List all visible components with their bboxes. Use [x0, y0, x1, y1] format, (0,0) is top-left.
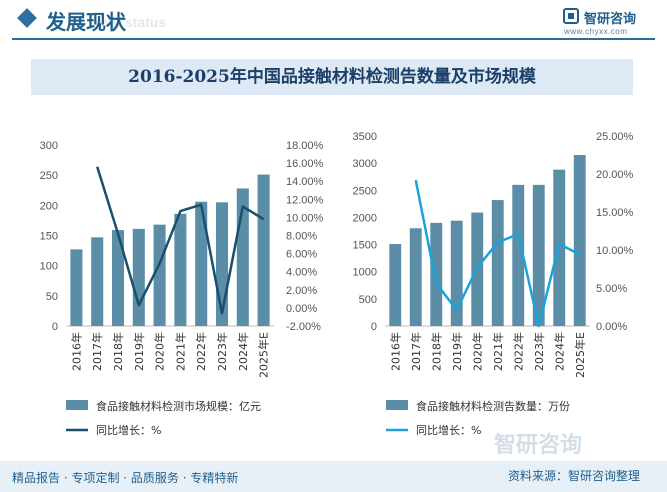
section-header: ent status 发展现状 智研咨询 www.chyxx.com [0, 0, 667, 40]
x-tick-label: 2020年 [153, 332, 167, 371]
y-right-tick-label: -2.00% [286, 321, 321, 333]
y-left-tick-label: 0 [371, 321, 377, 333]
y-right-tick-label: 2.00% [286, 285, 317, 297]
chart-title-bar: 2016-2025年中国品接触材料检测告数量及市场规模 [31, 59, 633, 95]
bar [257, 174, 270, 326]
y-right-tick-label: 12.00% [286, 194, 324, 206]
y-left-tick-label: 1000 [353, 267, 377, 279]
x-tick-label: 2018年 [111, 332, 125, 371]
bar [174, 213, 187, 326]
x-tick-label: 2023年 [532, 332, 546, 371]
legend-swatch-bar [386, 400, 408, 410]
bar [70, 249, 83, 326]
x-tick-label: 2017年 [90, 332, 104, 371]
bar [132, 228, 145, 326]
bar [430, 222, 443, 326]
footer-source: 资料来源：智研咨询整理 [508, 469, 641, 483]
y-left-tick-label: 3500 [353, 131, 377, 143]
header-divider [12, 38, 655, 40]
y-left-tick-label: 2500 [353, 185, 377, 197]
bar [153, 224, 166, 326]
y-right-tick-label: 5.00% [596, 283, 627, 295]
y-left-tick-label: 1500 [353, 240, 377, 252]
bar [91, 237, 104, 326]
legend-label-bar: 食品接触材料检测告数量：万份 [416, 399, 570, 413]
section-title: 发展现状 [46, 10, 126, 34]
x-tick-label: 2023年 [215, 332, 229, 371]
x-tick-label: 2021年 [173, 332, 187, 371]
y-right-tick-label: 18.00% [286, 140, 324, 152]
y-left-tick-label: 250 [40, 170, 58, 182]
bar [512, 184, 525, 326]
legend-label-bar: 食品接触材料检测市场规模：亿元 [96, 399, 261, 413]
footer-tagline: 精品报告 · 专项定制 · 品质服务 · 专精特新 [12, 471, 239, 485]
x-tick-label: 2024年 [552, 332, 566, 371]
x-tick-label: 2018年 [429, 332, 443, 371]
y-left-tick-label: 100 [40, 261, 58, 273]
watermark-logo: 智研咨询 [494, 433, 583, 458]
x-tick-label: 2021年 [491, 332, 505, 371]
y-right-tick-label: 0.00% [286, 303, 317, 315]
x-tick-label: 2020年 [470, 332, 484, 371]
y-left-tick-label: 300 [40, 140, 58, 152]
bar [532, 184, 545, 326]
chart-canvas: 0 50 100 150 200 250 300 -2.00% 0.00% 2.00% 4.00% 6… [40, 131, 634, 437]
y-right-tick-label: 4.00% [286, 267, 317, 279]
y-left-tick-label: 150 [40, 231, 58, 243]
x-tick-label: 2019年 [450, 332, 464, 371]
y-right-tick-label: 0.00% [596, 321, 627, 333]
bar [409, 228, 422, 326]
logo-url: www.chyxx.com [564, 27, 628, 36]
bar [491, 200, 504, 326]
y-right-tick-label: 10.00% [596, 245, 634, 257]
y-left-tick-label: 200 [40, 200, 58, 212]
y-right-tick-label: 25.00% [596, 131, 634, 143]
y-right-tick-label: 16.00% [286, 158, 324, 170]
y-right-tick-label: 15.00% [596, 207, 634, 219]
x-tick-label: 2019年 [132, 332, 146, 371]
x-tick-label: 2024年 [236, 332, 250, 371]
y-right-tick-label: 10.00% [286, 212, 324, 224]
bar [389, 244, 402, 326]
y-left-tick-label: 0 [52, 321, 58, 333]
footer-bar: 精品报告 · 专项定制 · 品质服务 · 专精特新 资料来源：智研咨询整理 [0, 461, 667, 492]
y-right-tick-label: 8.00% [286, 231, 317, 243]
y-left-tick-label: 50 [46, 291, 58, 303]
x-tick-label: 2025年E [573, 332, 587, 378]
bar [111, 230, 125, 326]
y-right-tick-label: 20.00% [596, 169, 634, 181]
legend-swatch-bar [66, 400, 88, 410]
bar [573, 155, 586, 326]
chart-title: 2016-2025年中国品接触材料检测告数量及市场规模 [128, 67, 536, 87]
logo-text: 智研咨询 [584, 12, 637, 27]
logo-icon [563, 8, 579, 24]
x-tick-label: 2017年 [409, 332, 423, 371]
y-left-tick-label: 3000 [353, 158, 377, 170]
header-watermark: ent status [100, 14, 167, 30]
y-right-tick-label: 6.00% [286, 249, 317, 261]
x-tick-label: 2022年 [194, 332, 208, 371]
bar [195, 201, 208, 326]
x-tick-label: 2025年E [257, 332, 271, 378]
legend-label-line: 同比增长：% [416, 423, 481, 437]
x-tick-label: 2022年 [511, 332, 525, 371]
x-tick-label: 2016年 [69, 332, 83, 371]
y-left-tick-label: 500 [359, 294, 377, 306]
y-right-tick-label: 14.00% [286, 176, 324, 188]
x-tick-label: 2016年 [388, 332, 402, 371]
bar [450, 220, 463, 326]
legend-label-line: 同比增长：% [96, 423, 161, 437]
y-left-tick-label: 2000 [353, 212, 377, 224]
